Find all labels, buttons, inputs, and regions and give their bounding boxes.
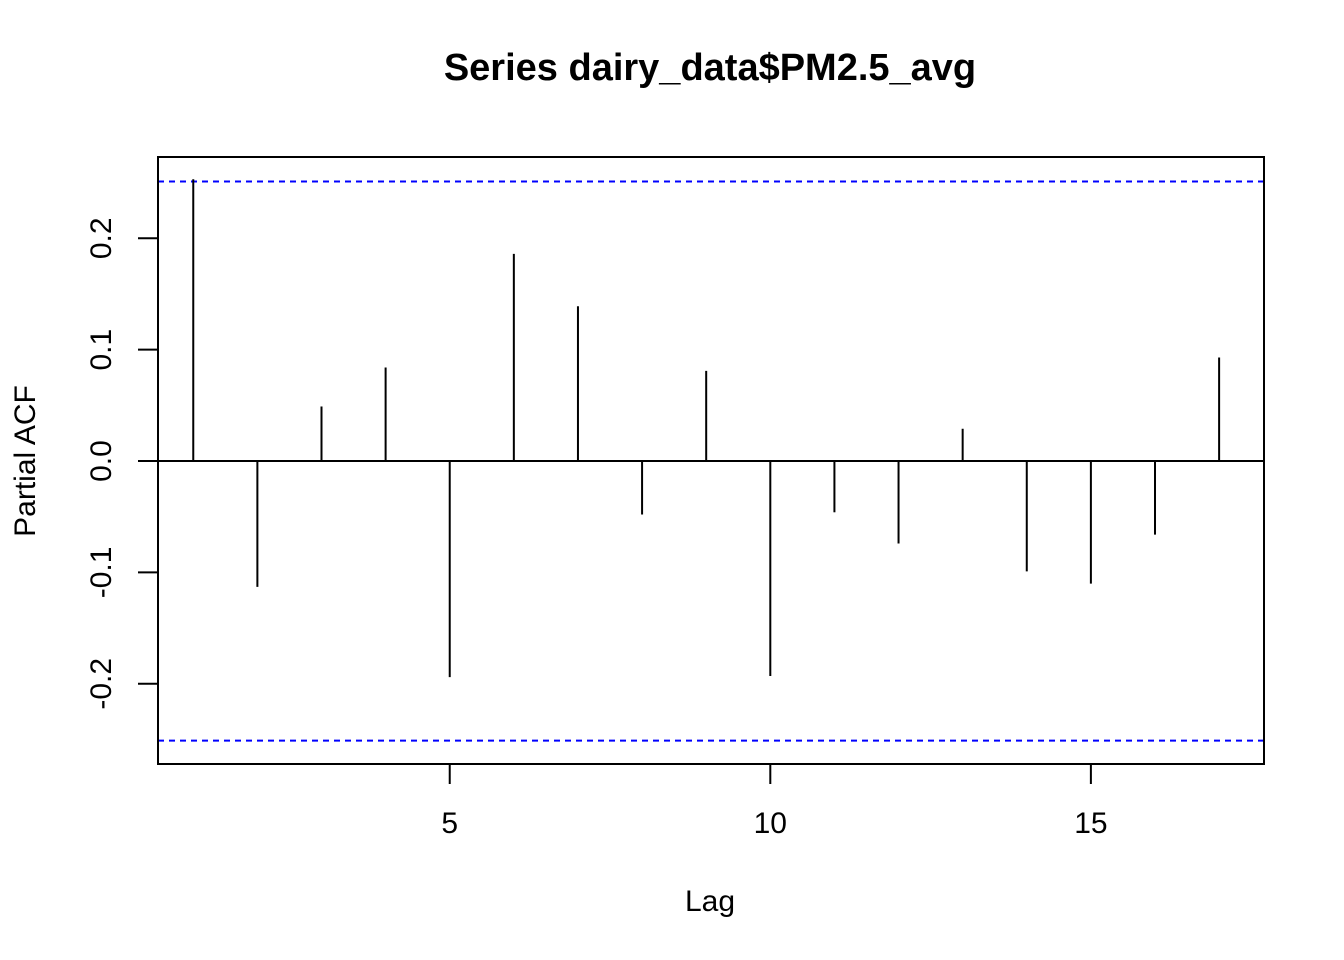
- y-axis-label: Partial ACF: [9, 385, 42, 537]
- y-tick-label: -0.1: [85, 547, 118, 599]
- x-tick-label: 10: [754, 807, 787, 840]
- y-tick-label: 0.0: [85, 440, 118, 482]
- x-axis: 5 10 15: [441, 763, 1108, 840]
- x-tick-label: 15: [1074, 807, 1107, 840]
- x-tick-label: 5: [441, 807, 458, 840]
- y-tick-label: 0.2: [85, 217, 118, 259]
- y-tick-label: -0.2: [85, 658, 118, 710]
- chart-title: Series dairy_data$PM2.5_avg: [444, 47, 976, 89]
- y-tick-label: 0.1: [85, 329, 118, 371]
- y-axis: -0.2 -0.1 0.0 0.1 0.2: [85, 217, 159, 710]
- x-axis-label: Lag: [685, 885, 735, 918]
- plot-area: [158, 179, 1264, 742]
